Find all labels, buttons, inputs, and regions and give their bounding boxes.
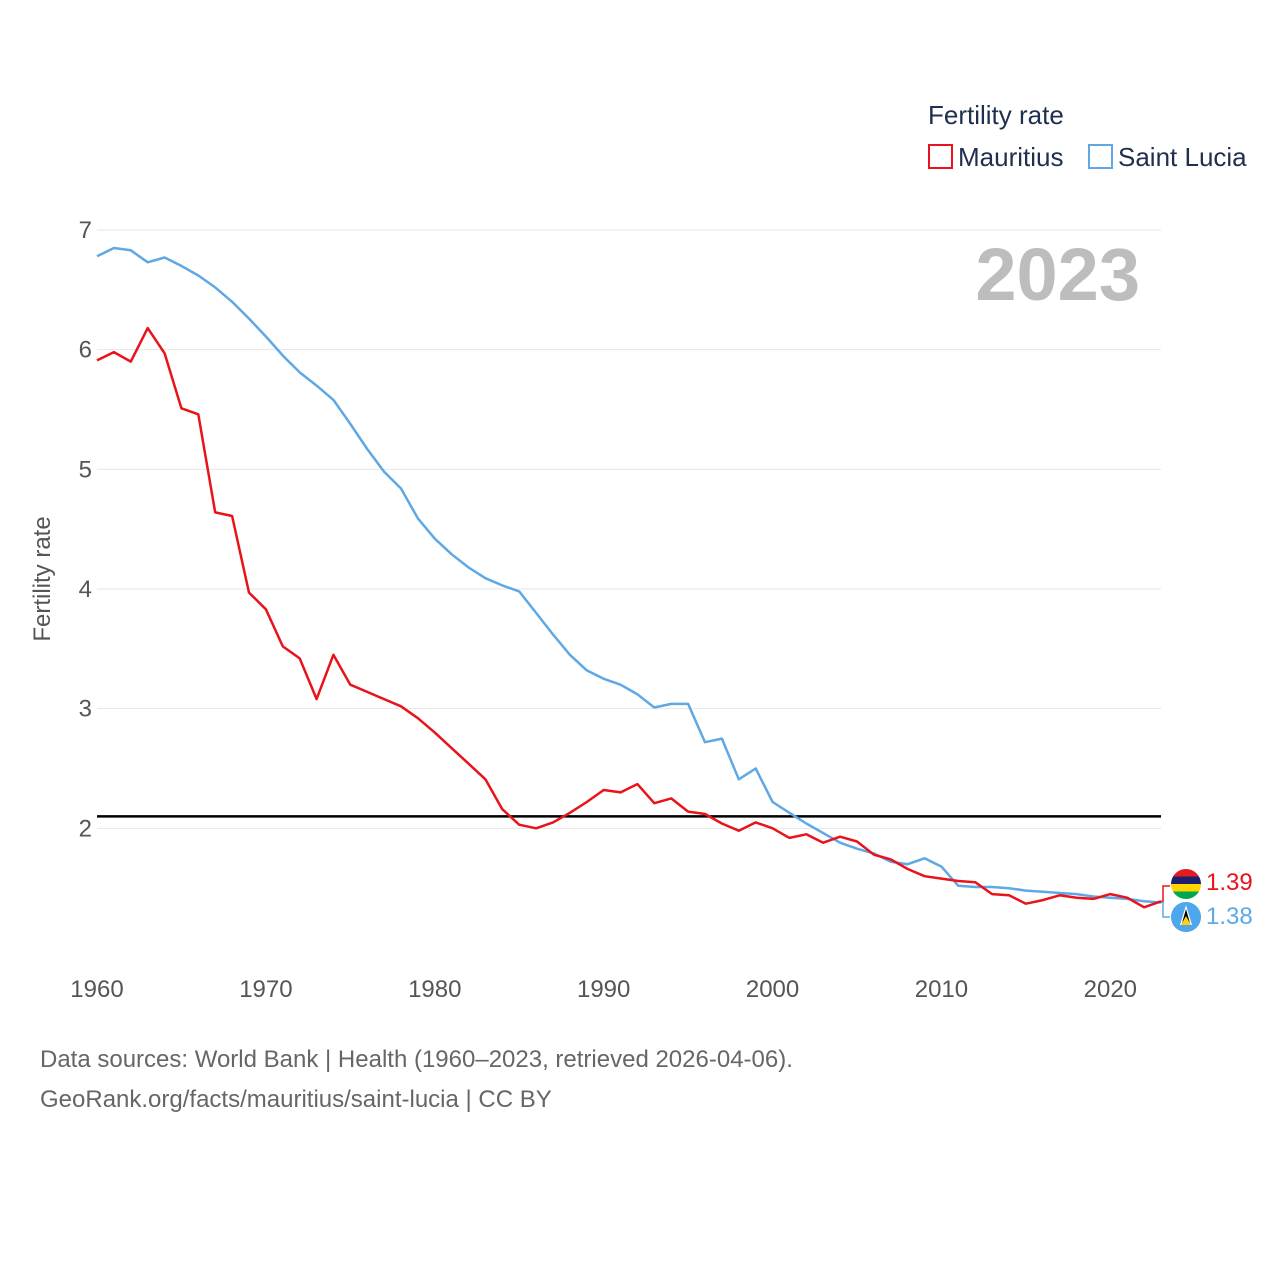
- x-tick-label: 1970: [239, 976, 292, 1003]
- series-line-saint-lucia[interactable]: [96, 246, 1162, 904]
- x-tick-label: 1960: [70, 976, 123, 1003]
- legend-swatch-saint-lucia: [1088, 144, 1113, 169]
- y-tick-label: 6: [79, 337, 92, 364]
- x-tick-label: 1980: [408, 976, 461, 1003]
- legend-item-mauritius[interactable]: Mauritius: [928, 142, 1063, 172]
- y-tick-label: 2: [79, 815, 92, 842]
- mauritius-end-value: 1.39: [1206, 869, 1253, 896]
- y-tick-label: 4: [79, 576, 92, 603]
- saint-lucia-bracket: [1161, 901, 1170, 918]
- y-tick-label: 3: [79, 696, 92, 723]
- legend-item-saint-lucia[interactable]: Saint Lucia: [1088, 142, 1247, 172]
- legend-swatch-mauritius: [928, 144, 953, 169]
- grid: [97, 229, 1161, 829]
- source-line-2[interactable]: GeoRank.org/facts/mauritius/saint-lucia …: [40, 1086, 552, 1113]
- x-tick-label: 1990: [577, 976, 630, 1003]
- x-axis-ticks: 1960 1970 1980 1990 2000 2010 2020: [70, 976, 1137, 1003]
- y-axis-ticks: 2 3 4 5 6 7: [79, 217, 92, 842]
- y-tick-label: 7: [79, 217, 92, 244]
- x-tick-label: 2010: [915, 976, 968, 1003]
- legend-label-mauritius: Mauritius: [958, 142, 1063, 172]
- end-markers: 1.39 1.38: [1161, 869, 1253, 932]
- legend-label-saint-lucia: Saint Lucia: [1118, 142, 1247, 172]
- source-line-1: Data sources: World Bank | Health (1960–…: [40, 1046, 793, 1073]
- series-lines: [96, 246, 1162, 909]
- x-tick-label: 2020: [1084, 976, 1137, 1003]
- saint-lucia-flag-icon: [1171, 902, 1201, 932]
- series-line-mauritius[interactable]: [96, 326, 1162, 909]
- x-tick-label: 2000: [746, 976, 799, 1003]
- mauritius-flag-icon: [1171, 869, 1201, 899]
- saint-lucia-end-marker: 1.38: [1161, 901, 1253, 932]
- year-label: 2023: [975, 233, 1140, 316]
- legend-title: Fertility rate: [928, 100, 1064, 130]
- saint-lucia-end-value: 1.38: [1206, 903, 1253, 930]
- y-tick-label: 5: [79, 456, 92, 483]
- mauritius-end-marker: 1.39: [1161, 869, 1253, 903]
- y-axis-title: Fertility rate: [29, 516, 56, 641]
- mauritius-bracket: [1161, 885, 1170, 903]
